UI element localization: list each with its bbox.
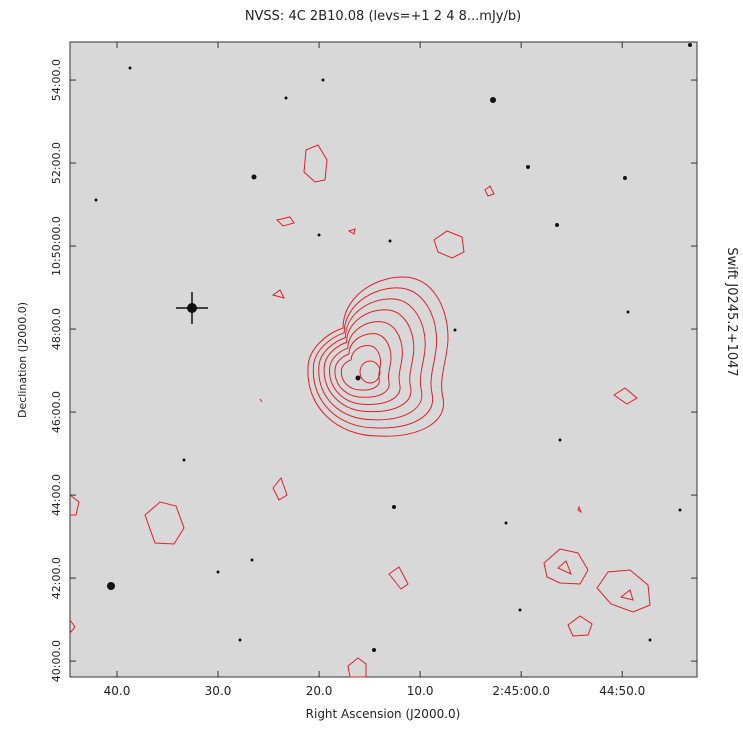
x-tick-label: 2:45:00.0 <box>492 684 550 698</box>
contours <box>70 145 650 677</box>
y-tick-label: 52:00.0 <box>50 142 63 184</box>
chart-title: NVSS: 4C 2B10.08 (levs=+1 2 4 8...mJy/b) <box>245 9 521 24</box>
x-tick-label: 20.0 <box>306 684 333 698</box>
x-tick-label: 30.0 <box>205 684 232 698</box>
y-tick-label: 10:50:00.0 <box>50 216 63 276</box>
y-axis-label: Declination (J2000.0) <box>16 302 29 418</box>
sky-image <box>69 41 698 678</box>
x-axis-label: Right Ascension (J2000.0) <box>306 707 461 721</box>
y-tick-label: 42:00.0 <box>50 557 63 599</box>
y-tick-label: 40:00.0 <box>50 640 63 682</box>
y-tick-label: 44:00.0 <box>50 474 63 516</box>
side-label: Swift J0245.2+1047 <box>724 247 739 376</box>
y-tick-label: 46:00.0 <box>50 391 63 433</box>
x-tick-label: 10.0 <box>407 684 434 698</box>
y-tick-label: 48:00.0 <box>50 308 63 350</box>
stars <box>94 43 692 652</box>
y-tick-label: 54:00.0 <box>50 59 63 101</box>
x-tick-label: 40.0 <box>104 684 131 698</box>
x-tick-label: 44:50.0 <box>599 684 645 698</box>
